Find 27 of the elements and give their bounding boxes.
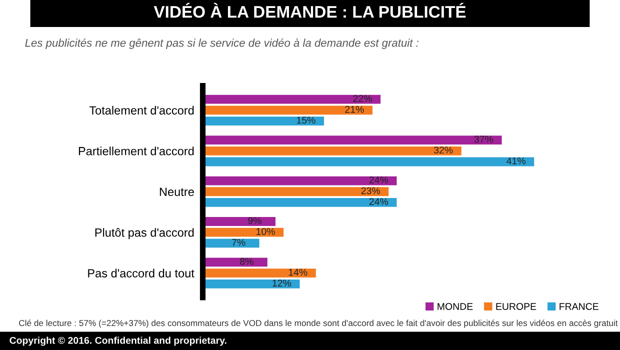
data-label: 7% (232, 238, 246, 246)
data-label: 24% (369, 176, 388, 184)
data-label: 37% (474, 136, 494, 143)
chart-title: VIDÉO À LA DEMANDE : LA PUBLICITÉ (154, 2, 466, 18)
data-label: 21% (345, 106, 364, 113)
y-tick-label: Totalement d'accord (89, 106, 194, 115)
text: Clé de lecture : 57% (=22%+37%) des consommateurs de VOD dans le monde sont d'accord avec le fait d'avoir des publicités sur les vidéos en accès gratuit (19, 320, 618, 328)
data-label: 15% (296, 116, 316, 124)
y-tick-label: Pas d'accord du tout (88, 268, 194, 278)
data-label: 14% (288, 268, 308, 276)
y-tick-label: Partiellement d'accord (78, 146, 194, 156)
data-label: 8% (240, 258, 254, 265)
data-label: 9% (248, 217, 262, 224)
data-label: 24% (369, 198, 388, 206)
data-label: 23% (361, 187, 380, 194)
data-label: 22% (353, 95, 372, 102)
data-label: 41% (506, 158, 526, 164)
legend-label: FRANCE (560, 303, 598, 310)
data-label: 32% (434, 146, 453, 154)
legend-label: MONDE (438, 303, 473, 310)
legend-label: EUROPE (496, 303, 536, 310)
y-tick-label: Plutôt pas d'accord (95, 228, 194, 240)
data-label: 12% (272, 280, 292, 286)
chart-subtitle: Les publicités ne me gênent pas si le service de vidéo à la demande est gratuit : (25, 38, 418, 49)
data-label: 10% (256, 228, 275, 235)
y-tick-label: Neutre (160, 188, 194, 196)
text: Copyright © 2016. Confidential and proprietary. (10, 336, 226, 346)
